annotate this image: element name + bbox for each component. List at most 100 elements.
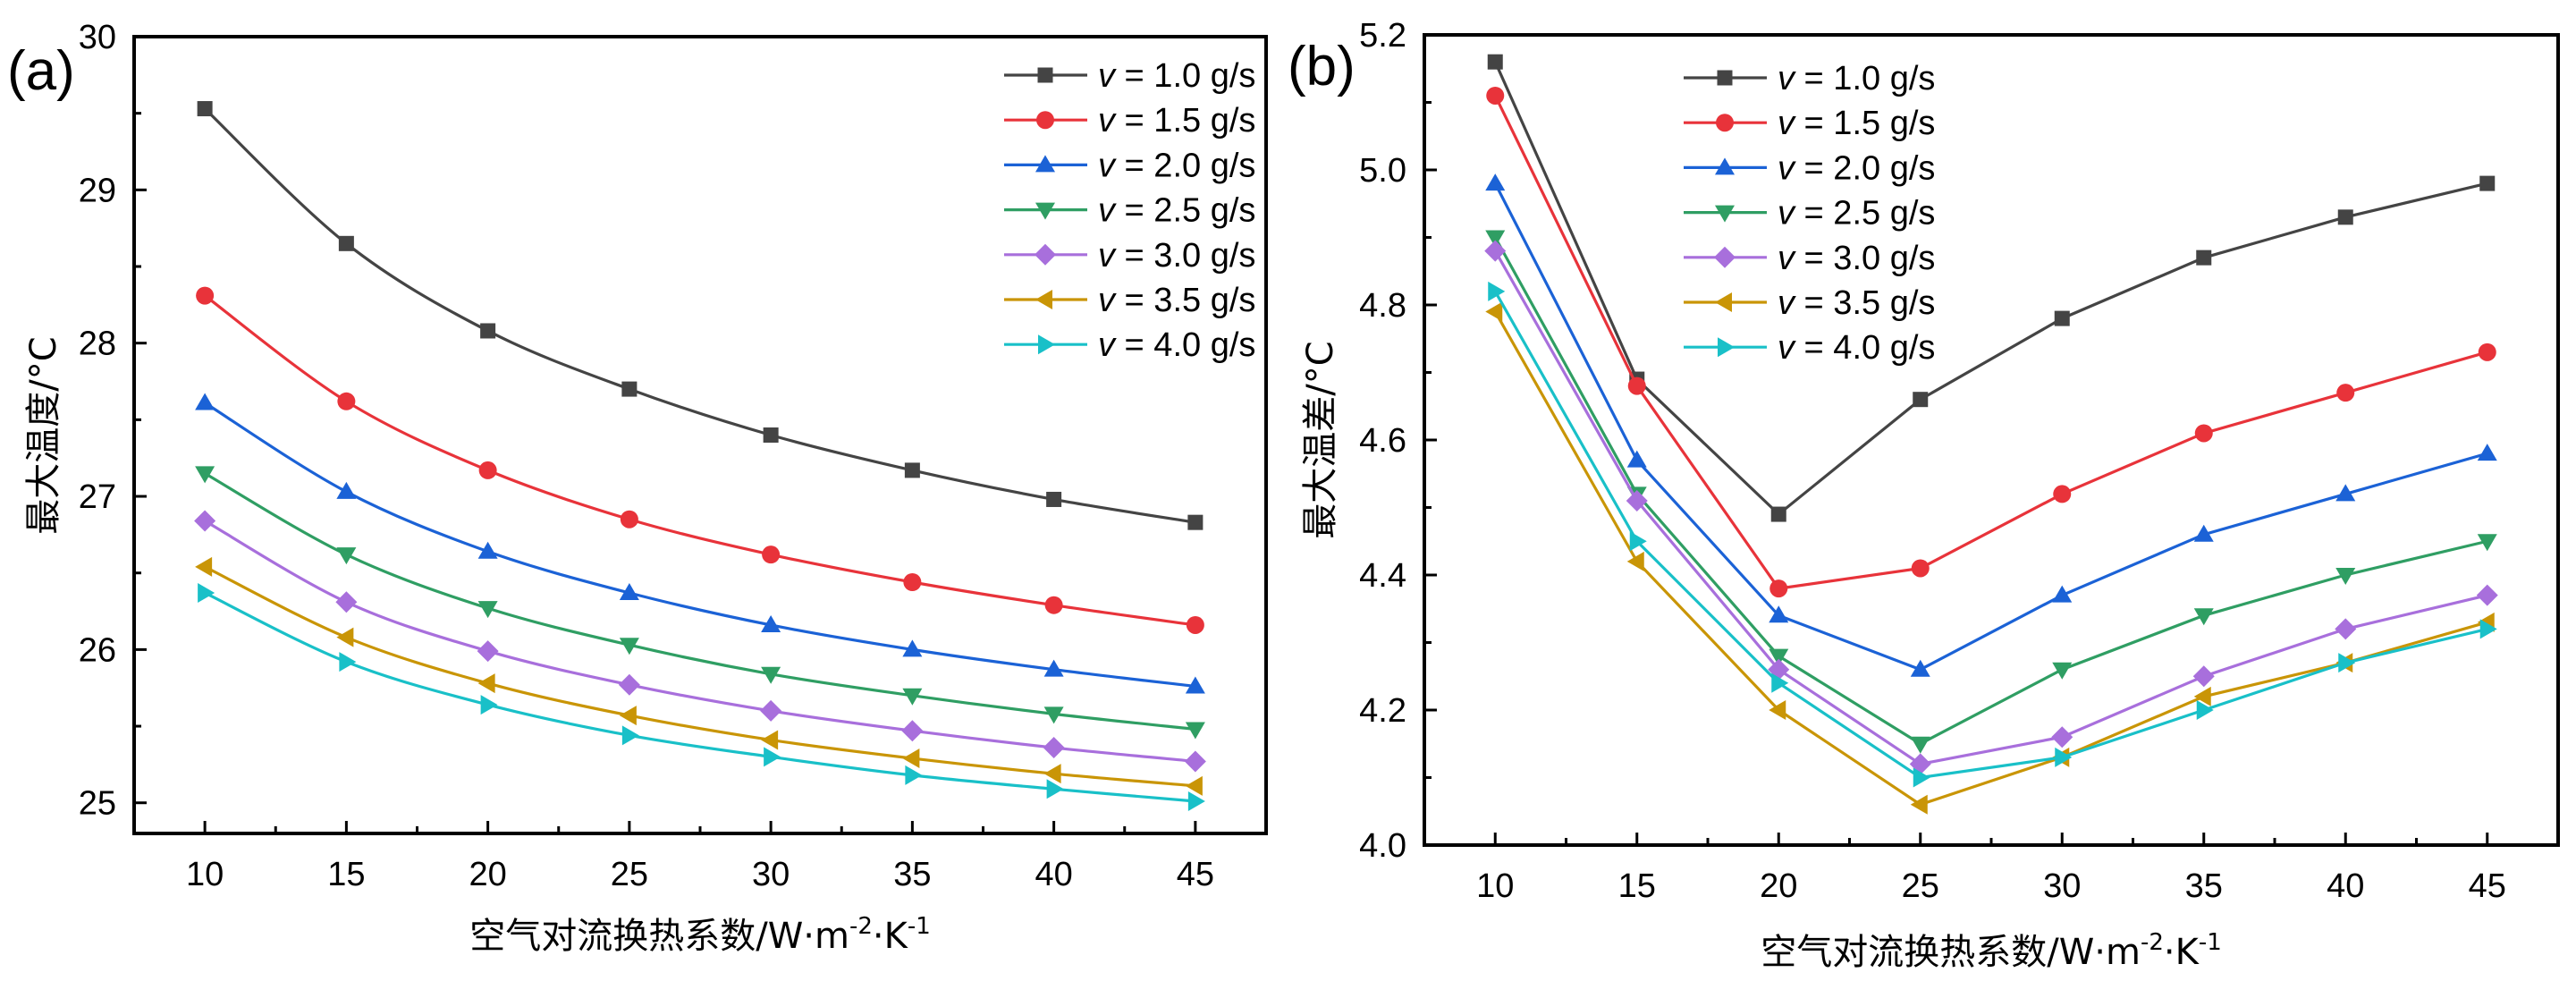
panel-a-data-point: [1185, 722, 1205, 740]
panel-a-data-point: [1184, 750, 1206, 773]
panel-a-data-point: [194, 510, 216, 532]
panel-b-y-tick-label: 4.8: [1359, 287, 1406, 325]
panel-a-legend-var: v: [1098, 326, 1117, 364]
panel-b-legend-value: = 2.5 g/s: [1795, 195, 1935, 233]
panel-a-series-line: [204, 591, 1196, 803]
panel-b-legend-marker: [1714, 246, 1736, 268]
panel-b-data-point: [2192, 665, 2215, 688]
panel-a-data-point: [477, 541, 498, 559]
panel-a-data-point: [480, 323, 496, 339]
panel-b-data-point: [2193, 686, 2211, 706]
panel-a-y-tick-label: 26: [79, 631, 116, 669]
panel-b-data-point: [2479, 175, 2496, 191]
panel-b-legend-var: v: [1778, 284, 1796, 322]
panel-a-legend-label: v = 1.0 g/s: [1098, 57, 1255, 95]
panel-a-legend-item: v = 2.0 g/s: [1004, 147, 1255, 184]
panel-a-legend-value: = 4.0 g/s: [1115, 326, 1255, 364]
panel-a-series-3: [195, 466, 1205, 740]
panel-b-x-tick-label: 45: [2469, 867, 2506, 905]
panel-b-data-point: [1910, 794, 1928, 815]
panel-b-data-point: [1770, 506, 1786, 522]
panel-b-data-point: [1487, 54, 1503, 70]
panel-b-x-title-sup2: -1: [2199, 929, 2222, 956]
panel-a-series-4: [194, 510, 1206, 773]
panel-a-legend-value: = 3.0 g/s: [1115, 237, 1255, 275]
panel-a-y-axis-title: 最大温度/°C: [23, 336, 64, 534]
panel-a-data-point: [1043, 764, 1061, 784]
panel-b-series-6: [1488, 281, 2497, 788]
panel-b-data-point: [2196, 700, 2214, 720]
panel-b-legend-value: = 3.0 g/s: [1795, 240, 1935, 277]
panel-b-data-point: [1910, 736, 1930, 754]
panel-b-data-point: [1629, 531, 1647, 552]
panel-b-legend-label: v = 3.0 g/s: [1778, 240, 1935, 277]
panel-a-data-point: [196, 286, 215, 305]
panel-a-y-tick-label: 27: [79, 478, 116, 516]
panel-a-legend-marker: [1035, 202, 1055, 220]
panel-b-ticks: 10 15 20 25 30 35 40 45 4.0 4.2 4.4 4.6 4.8 5.0 5.2: [1359, 17, 2506, 905]
panel-a-x-tick-label: 15: [327, 856, 365, 893]
panel-b-data-point: [1484, 240, 1507, 262]
panel-a-data-point: [761, 614, 781, 632]
panel-b-data-point: [1911, 559, 1930, 578]
panel-a-legend-marker: [1037, 67, 1053, 83]
panel-b-data-point: [2055, 747, 2073, 767]
panel-b-legend-item: v = 4.0 g/s: [1684, 329, 1935, 367]
panel-a-legend: v = 1.0 g/sv = 1.5 g/sv = 2.0 g/sv = 2.5…: [1004, 57, 1255, 364]
panel-b-data-point: [1769, 648, 1789, 666]
panel-a-legend-item: v = 1.0 g/s: [1004, 57, 1255, 95]
panel-b-legend-item: v = 1.5 g/s: [1684, 105, 1935, 142]
panel-a-series: [194, 101, 1206, 812]
panel-a-data-point: [477, 601, 498, 619]
panel-a-x-tick-label: 25: [611, 856, 648, 893]
panel-a-legend-var: v: [1098, 282, 1117, 319]
panel-a-legend-item: v = 2.5 g/s: [1004, 192, 1255, 230]
panel-a-data-point: [761, 666, 781, 684]
panel-a-legend-label: v = 3.0 g/s: [1098, 237, 1255, 275]
panel-a-ticks: 10 15 20 25 30 35 40 45 25 26 27 28 29 30: [79, 19, 1214, 893]
panel-b-series-line: [1493, 249, 2488, 766]
panel-b-data-point: [2477, 534, 2497, 552]
panel-b-data-point: [1485, 173, 1506, 191]
panel-a-legend-value: = 3.5 g/s: [1115, 282, 1255, 319]
panel-a-data-point: [619, 706, 637, 726]
panel-a-legend-var: v: [1098, 192, 1117, 230]
panel-b-x-tick-label: 35: [2185, 867, 2223, 905]
panel-b-y-tick-label: 5.0: [1359, 152, 1406, 190]
panel-b-y-tick-label: 4.4: [1359, 557, 1406, 595]
panel-a-data-point: [477, 640, 499, 663]
panel-a-series-2: [195, 393, 1205, 694]
panel-a-legend-var: v: [1098, 102, 1117, 140]
panel-b-x-title-main: 空气对流换热系数/W·m: [1761, 932, 2141, 973]
panel-b-legend-var: v: [1778, 329, 1796, 367]
panel-b-series: [1484, 54, 2498, 815]
panel-a-x-tick-label: 30: [752, 856, 790, 893]
panel-b-x-tick-label: 15: [1618, 867, 1656, 905]
panel-a-legend-item: v = 3.5 g/s: [1004, 282, 1255, 319]
panel-b-legend-label: v = 1.5 g/s: [1778, 105, 1935, 142]
panel-b-data-point: [2052, 662, 2073, 680]
panel-a-data-point: [619, 582, 639, 600]
panel-b-legend-marker: [1715, 292, 1732, 312]
panel-b-series-line: [1493, 61, 2488, 517]
panel-b-legend-label: v = 1.0 g/s: [1778, 60, 1935, 97]
panel-a-x-tick-label: 40: [1035, 856, 1072, 893]
panel-a-label: (a): [7, 40, 75, 102]
panel-b-legend-value: = 4.0 g/s: [1795, 329, 1935, 367]
panel-a-data-point: [336, 481, 357, 499]
panel-b-legend-var: v: [1778, 240, 1796, 277]
panel-b-y-tick-label: 4.2: [1359, 692, 1406, 730]
panel-a-data-point: [339, 652, 357, 672]
panel-b-legend-value: = 2.0 g/s: [1795, 149, 1935, 187]
panel-a-data-point: [195, 393, 215, 410]
panel-b-data-point: [2335, 484, 2356, 502]
panel-a-legend-var: v: [1098, 237, 1117, 275]
panel-b-x-tick-label: 25: [1902, 867, 1939, 905]
panel-b-data-point: [2051, 726, 2073, 748]
panel-b-y-axis-title: 最大温差/°C: [1300, 341, 1341, 538]
panel-a-y-tick-label: 25: [79, 785, 116, 823]
panel-a-legend-value: = 2.5 g/s: [1115, 192, 1255, 230]
panel-b-legend: v = 1.0 g/s v = 1.5 g/s v = 2.0 g/s v = 2.5…: [1684, 60, 1935, 367]
panel-a-x-title-main: 空气对流换热系数/W·m: [469, 916, 849, 957]
